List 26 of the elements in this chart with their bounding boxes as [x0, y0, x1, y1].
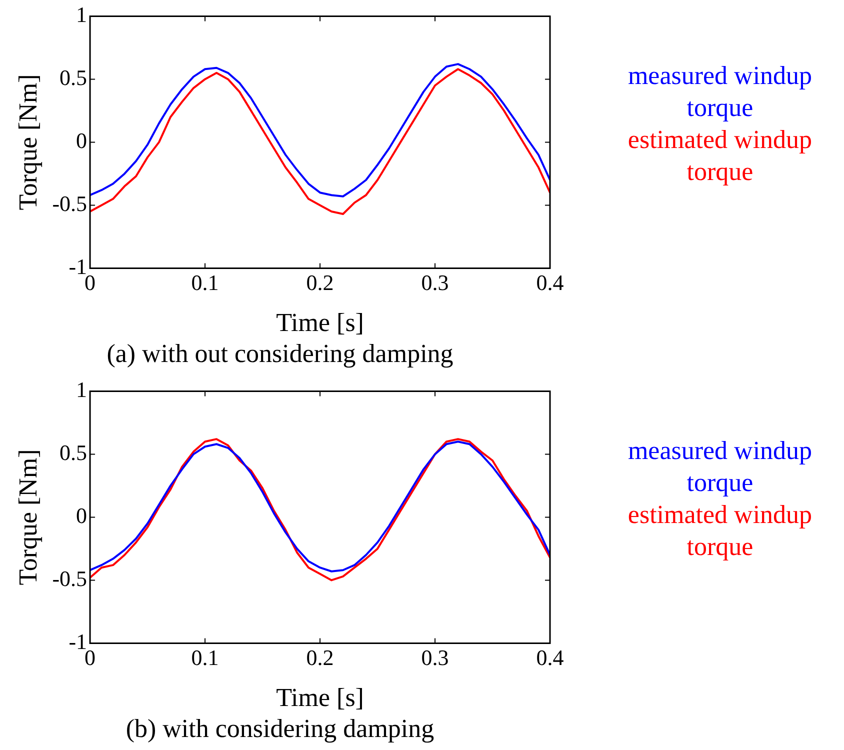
- x-tick-label: 0.4: [536, 645, 564, 670]
- y-tick-label: 0: [76, 502, 88, 528]
- text: (a) with out considering damping: [106, 339, 454, 368]
- y-tick-label: 0.5: [60, 64, 88, 90]
- text: measured windup torque: [626, 435, 814, 499]
- y-axis-title: Torque [Nm]: [13, 74, 42, 210]
- text: (b) with considering damping: [126, 714, 434, 744]
- y-tick-label: -0.5: [52, 190, 88, 216]
- x-tick-label: 0.2: [306, 645, 334, 670]
- x-axis-title: Time [s]: [276, 308, 364, 338]
- text: measured windup torque: [626, 60, 814, 124]
- y-tick-label: 1: [76, 376, 88, 402]
- y-tick-label: -0.5: [52, 566, 88, 591]
- x-tick-label: 0.4: [536, 270, 564, 296]
- text: estimated windup torque: [626, 124, 814, 188]
- x-tick-label: 0.3: [421, 645, 449, 670]
- x-tick-label: 0.1: [191, 270, 219, 296]
- x-tick-label: 0.1: [191, 645, 219, 670]
- y-tick-label: 1: [76, 2, 88, 27]
- y-tick-label: 0: [76, 128, 88, 153]
- y-axis-title: Torque [Nm]: [13, 449, 42, 586]
- y-tick-label: 0.5: [60, 440, 88, 465]
- text: estimated windup torque: [626, 499, 814, 563]
- x-tick-label: 0.3: [421, 270, 449, 296]
- x-tick-label: 0.2: [306, 270, 334, 296]
- x-axis-title: Time [s]: [276, 683, 364, 712]
